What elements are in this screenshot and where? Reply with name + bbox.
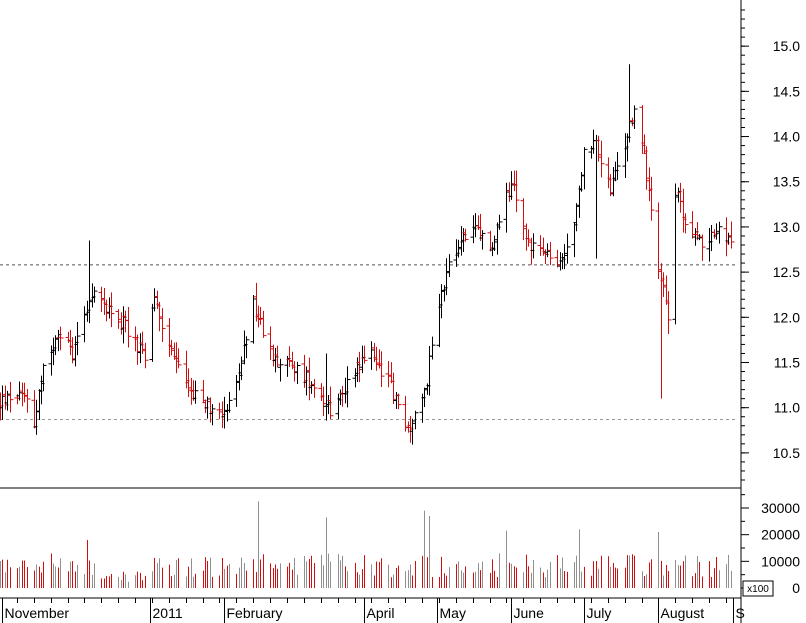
volume-tick-label: 0 xyxy=(792,580,800,596)
volume-tick-label: 10000 xyxy=(761,553,800,569)
month-label: 2011 xyxy=(153,605,183,621)
volume-tick-label: 30000 xyxy=(761,500,800,516)
price-tick-label: 14.5 xyxy=(773,83,800,99)
price-tick-label: 15.0 xyxy=(773,38,800,54)
price-tick-label: 13.0 xyxy=(773,219,800,235)
month-label: April xyxy=(367,605,395,621)
month-label: June xyxy=(514,605,545,621)
month-label: S xyxy=(736,605,745,621)
volume-unit-label: x100 xyxy=(747,584,769,595)
price-tick-label: 12.0 xyxy=(773,309,800,325)
month-label: February xyxy=(227,605,283,621)
price-tick-label: 14.0 xyxy=(773,129,800,145)
time-axis: November 2011 February April May June July Augu… xyxy=(2,598,745,623)
price-tick-label: 11.5 xyxy=(774,355,800,371)
price-bars xyxy=(0,64,735,445)
month-label: July xyxy=(587,605,612,621)
chart-frame xyxy=(0,0,742,623)
month-label: August xyxy=(661,605,705,621)
price-tick-label: 12.5 xyxy=(773,264,800,280)
volume-bars xyxy=(0,501,732,588)
month-label: May xyxy=(440,605,466,621)
price-axis: 10.5 11.0 11.5 12.0 12.5 13.0 13.5 14.0 14.5 15.0 xyxy=(741,9,800,481)
volume-tick-label: 20000 xyxy=(761,527,800,543)
reference-lines xyxy=(0,264,738,420)
price-tick-label: 11.0 xyxy=(774,400,800,416)
month-label: November xyxy=(5,605,70,621)
price-tick-label: 13.5 xyxy=(773,174,800,190)
volume-axis: 0 10000 20000 30000 xyxy=(741,494,800,596)
volume-unit-box: x100 xyxy=(742,580,774,597)
price-tick-label: 10.5 xyxy=(773,445,800,461)
